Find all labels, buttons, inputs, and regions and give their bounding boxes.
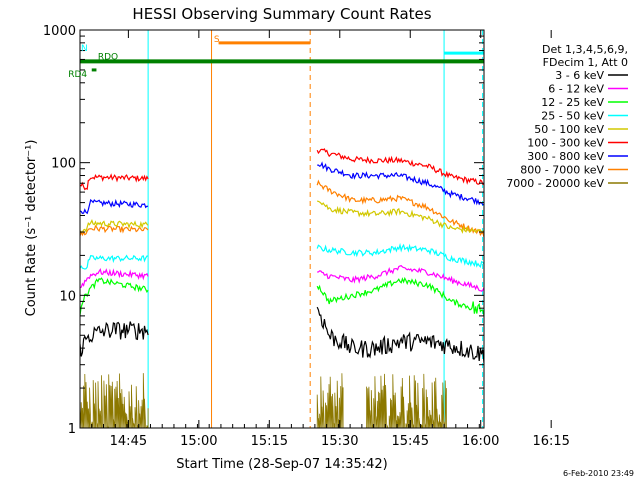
x-tick-label-5: 16:00 [462,434,499,449]
series-trace-1-0 [80,198,149,215]
chart-title: HESSI Observing Summary Count Rates [132,5,431,23]
x-tick-label-4: 15:45 [392,434,429,449]
legend-label-0: 3 - 6 keV [555,69,604,82]
flag-label-rd4: RD4 [68,70,87,80]
x-axis-label: Start Time (28-Sep-07 14:35:42) [176,457,387,472]
series-trace-6-0 [80,277,149,317]
legend-label-7: 800 - 7000 keV [520,164,604,177]
x-tick-label-6: 16:15 [532,434,569,449]
series-trace-3-1 [317,200,484,234]
series-trace-8-2 [366,373,447,428]
flag-label-s: S [214,35,220,45]
y-axis-label: Count Rate (s⁻¹ detector⁻¹) [24,140,39,317]
legend-label-3: 25 - 50 keV [541,110,604,123]
legend-label-4: 50 - 100 keV [534,123,604,136]
series-trace-8-0 [80,373,149,428]
y-tick-label-1: 10 [59,289,76,304]
series-trace-7-0 [80,321,149,357]
x-tick-label-3: 15:30 [321,434,358,449]
legend-header-2: FDecim 1, Att 0 [543,56,628,69]
series-trace-0-1 [316,148,484,185]
legend-label-5: 100 - 300 keV [527,137,604,150]
footer-date: 6-Feb-2010 23:49 [563,469,634,478]
legend-label-6: 300 - 800 keV [527,150,604,163]
series-trace-6-1 [316,276,484,316]
series-trace-5-0 [80,268,149,289]
series-trace-8-1 [316,373,344,428]
plot-frame [79,29,485,429]
series-12-25kev [80,276,484,317]
series-trace-5-1 [317,265,484,292]
y-tick-label-3: 1000 [43,24,76,39]
series-3-6kev [80,306,484,364]
series-300-800kev [80,161,484,215]
series-trace-4-0 [80,254,149,270]
series-trace-7-1 [316,306,484,364]
x-tick-label-2: 15:15 [251,434,288,449]
y-tick-label-0: 1 [68,422,76,437]
series-trace-2-1 [316,179,484,237]
flag-label-n: N [81,44,88,54]
series-25-50kev [80,242,484,270]
x-tick-label-1: 15:00 [180,434,217,449]
legend-header-1: Det 1,3,4,5,6,9, [542,43,628,56]
legend-label-1: 6 - 12 keV [548,83,604,96]
y-tick-label-2: 100 [51,157,76,172]
series-trace-0-0 [80,173,149,191]
series-trace-1-1 [317,161,484,206]
legend-label-2: 12 - 25 keV [541,96,604,109]
plot-area [80,30,484,428]
x-tick-label-0: 14:45 [110,434,147,449]
series-100-300kev [80,148,484,191]
series-trace-4-1 [316,242,484,268]
legend-label-8: 7000 - 20000 keV [506,177,604,190]
flag-label-rdo: RDO [98,52,118,62]
series-7000-20000kev [80,373,447,428]
axes: 14:45 15:00 15:15 15:30 15:45 16:00 16:15 1 10 10… [43,24,570,449]
series-6-12kev [80,265,484,292]
